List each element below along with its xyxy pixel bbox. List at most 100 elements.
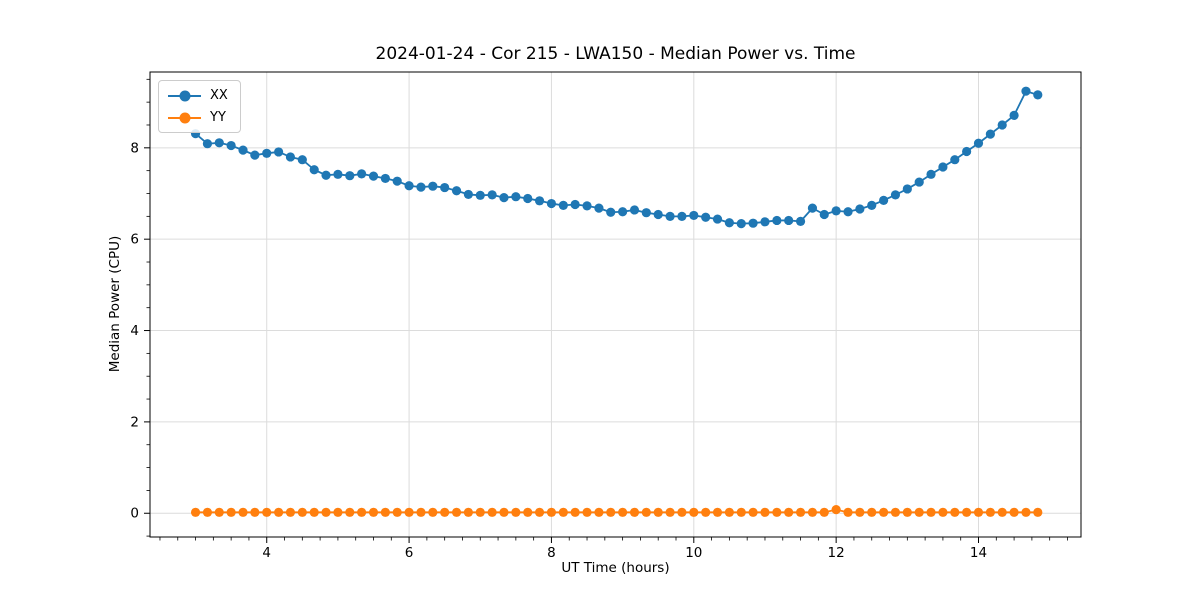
yy-series <box>190 504 1043 517</box>
data-point <box>712 214 723 224</box>
y-tick-label: 6 <box>130 232 139 248</box>
data-point <box>748 218 758 228</box>
data-point <box>926 169 936 179</box>
data-point <box>618 207 628 217</box>
data-point <box>368 171 379 181</box>
data-point <box>772 215 782 226</box>
data-point <box>190 507 201 517</box>
legend-item-xx: XX <box>168 88 228 103</box>
data-point <box>973 507 984 517</box>
data-point <box>653 507 663 517</box>
x-tick-label: 6 <box>405 545 414 561</box>
legend: XX YY <box>158 80 241 133</box>
data-point <box>499 193 509 203</box>
chart-title: 2024-01-24 - Cor 215 - LWA150 - Median P… <box>375 44 856 64</box>
data-point <box>380 173 390 184</box>
data-point <box>807 203 818 213</box>
data-point <box>772 507 782 517</box>
data-point <box>451 507 462 517</box>
data-point <box>1021 86 1031 96</box>
data-point <box>867 200 877 210</box>
data-point <box>570 199 580 210</box>
data-point <box>795 216 806 226</box>
data-point <box>665 211 675 221</box>
data-point <box>902 507 912 517</box>
data-point <box>629 507 640 517</box>
data-point <box>950 155 960 165</box>
data-point <box>499 507 509 517</box>
data-point <box>819 507 829 517</box>
data-point <box>523 193 533 204</box>
data-point <box>345 507 355 517</box>
data-point <box>333 507 343 517</box>
data-point <box>914 177 924 187</box>
data-point <box>938 162 948 172</box>
data-point <box>392 507 402 517</box>
data-point <box>475 507 485 517</box>
data-point <box>594 203 604 213</box>
data-point <box>665 507 675 517</box>
data-point <box>226 507 236 517</box>
data-point <box>250 507 260 517</box>
data-point <box>202 139 213 149</box>
legend-label-xx: XX <box>210 88 228 103</box>
data-point <box>795 507 806 517</box>
x-tick-label: 10 <box>685 545 702 561</box>
data-point <box>1009 507 1019 517</box>
data-point <box>677 507 687 517</box>
data-point <box>368 507 379 517</box>
data-point <box>404 181 414 191</box>
data-point <box>214 138 224 148</box>
data-point <box>748 507 758 517</box>
data-point <box>404 507 414 517</box>
data-point <box>297 155 307 165</box>
data-point <box>582 507 592 517</box>
data-point <box>416 507 426 517</box>
data-point <box>321 507 331 517</box>
data-point <box>879 507 889 517</box>
data-point <box>890 507 901 517</box>
data-point <box>309 165 319 175</box>
data-point <box>214 507 224 517</box>
data-point <box>843 207 853 217</box>
data-point <box>262 507 272 517</box>
data-point <box>760 507 770 517</box>
plot-frame <box>149 71 1082 538</box>
data-point <box>997 507 1007 517</box>
data-point <box>250 150 260 160</box>
data-point <box>843 507 853 517</box>
data-point <box>511 507 521 517</box>
x-tick-label: 14 <box>970 545 987 561</box>
data-point <box>712 507 723 517</box>
data-point <box>618 507 628 517</box>
data-point <box>309 507 319 517</box>
data-point <box>285 507 296 517</box>
data-point <box>1021 507 1031 517</box>
data-point <box>582 201 592 211</box>
data-point <box>902 184 912 194</box>
data-point <box>701 507 711 517</box>
data-point <box>357 169 367 179</box>
data-point <box>784 215 794 226</box>
data-point <box>962 507 972 517</box>
y-tick-label: 4 <box>130 323 139 339</box>
y-axis-label: Median Power (CPU) <box>107 235 123 373</box>
data-point <box>985 507 995 517</box>
data-point <box>973 138 984 148</box>
data-point <box>807 507 818 517</box>
data-point <box>546 198 557 209</box>
data-point <box>677 211 687 221</box>
x-tick-label: 12 <box>828 545 845 561</box>
x-axis-label: UT Time (hours) <box>561 560 670 576</box>
data-point <box>463 189 473 200</box>
data-point <box>689 507 699 517</box>
data-point <box>226 140 236 151</box>
data-point <box>926 507 936 517</box>
data-point <box>641 507 651 517</box>
data-point <box>890 190 901 200</box>
data-point <box>570 507 580 517</box>
data-point <box>629 205 640 215</box>
data-point <box>594 507 604 517</box>
data-point <box>736 219 746 229</box>
